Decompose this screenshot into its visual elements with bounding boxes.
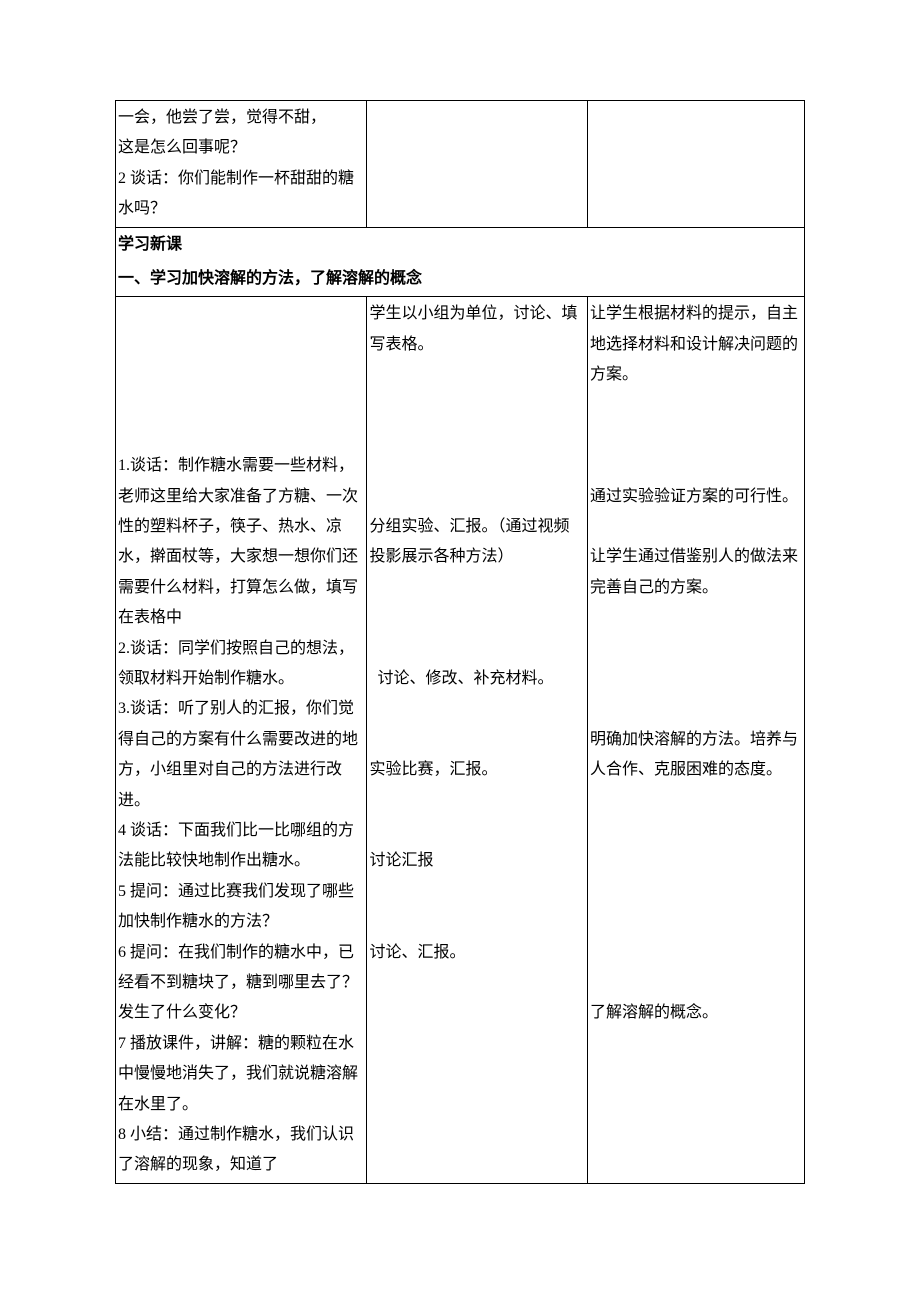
cell-text: 学生以小组为单位，讨论、填写表格。 分组实验、汇报。（通过视频投影展示各种方法）… xyxy=(369,299,584,968)
lesson-table: 一会，他尝了尝，觉得不甜， 这是怎么回事呢？ 2 谈话：你们能制作一杯甜甜的糖水… xyxy=(115,100,805,1184)
section-subtitle: 一、学习加快溶解的方法，了解溶解的概念 xyxy=(118,270,422,287)
cell-design-intent xyxy=(587,101,804,228)
section-title: 学习新课 xyxy=(118,236,182,253)
section-subheader-cell: 一、学习加快溶解的方法，了解溶解的概念 xyxy=(116,262,805,297)
document-page: 一会，他尝了尝，觉得不甜， 这是怎么回事呢？ 2 谈话：你们能制作一杯甜甜的糖水… xyxy=(0,0,920,1244)
cell-student-activity: 学生以小组为单位，讨论、填写表格。 分组实验、汇报。（通过视频投影展示各种方法）… xyxy=(367,297,587,1183)
cell-text: 让学生根据材料的提示，自主地选择材料和设计解决问题的方案。 通过实验验证方案的可… xyxy=(590,299,802,1028)
cell-text: 1.谈话：制作糖水需要一些材料，老师这里给大家准备了方糖、一次性的塑料杯子，筷子… xyxy=(118,299,364,1180)
cell-teacher-activity: 1.谈话：制作糖水需要一些材料，老师这里给大家准备了方糖、一次性的塑料杯子，筷子… xyxy=(116,297,367,1183)
cell-text: 一会，他尝了尝，觉得不甜， 这是怎么回事呢？ 2 谈话：你们能制作一杯甜甜的糖水… xyxy=(118,103,364,225)
cell-teacher-activity: 一会，他尝了尝，觉得不甜， 这是怎么回事呢？ 2 谈话：你们能制作一杯甜甜的糖水… xyxy=(116,101,367,228)
table-row: 一会，他尝了尝，觉得不甜， 这是怎么回事呢？ 2 谈话：你们能制作一杯甜甜的糖水… xyxy=(116,101,805,228)
cell-student-activity xyxy=(367,101,587,228)
section-subheader-row: 一、学习加快溶解的方法，了解溶解的概念 xyxy=(116,262,805,297)
cell-design-intent: 让学生根据材料的提示，自主地选择材料和设计解决问题的方案。 通过实验验证方案的可… xyxy=(587,297,804,1183)
table-row: 1.谈话：制作糖水需要一些材料，老师这里给大家准备了方糖、一次性的塑料杯子，筷子… xyxy=(116,297,805,1183)
section-header-row: 学习新课 xyxy=(116,227,805,262)
section-header-cell: 学习新课 xyxy=(116,227,805,262)
